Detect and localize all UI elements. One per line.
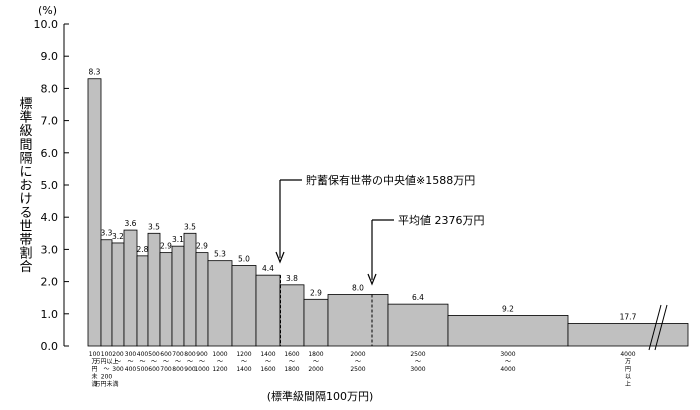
x-axis-title: (標準級間隔100万円): [267, 389, 374, 403]
x-tick-label: 300 〜 400: [125, 351, 137, 373]
y-unit: (%): [38, 4, 57, 17]
x-tick-label: 400 〜 500: [137, 351, 149, 373]
data-label: 3.6: [125, 219, 137, 228]
y-tick-label: 5.0: [41, 179, 59, 192]
x-tick-label: 900 〜 1000: [194, 351, 209, 373]
axis-break-mark: [654, 304, 668, 351]
data-label: 2.8: [137, 245, 149, 254]
y-tick-label: 0.0: [41, 340, 59, 353]
x-tick-label: 2000 〜 2500: [350, 351, 365, 373]
median-annotation: 貯蓄保有世帯の中央値※1588万円: [306, 173, 475, 187]
mean-annotation: 平均値 2376万円: [398, 214, 485, 227]
data-label: 8.3: [89, 68, 101, 77]
data-label: 6.4: [412, 293, 424, 302]
bar: [303, 298, 329, 347]
data-label: 3.1: [172, 235, 184, 244]
bar: [136, 255, 149, 347]
bar: [159, 252, 173, 347]
bar: [231, 265, 257, 347]
bar: [567, 323, 689, 347]
data-label: 5.3: [214, 250, 226, 259]
x-tick-label: 1000 〜 1200: [212, 351, 227, 373]
bar: [447, 315, 569, 347]
x-tick-label: 1200 〜 1400: [236, 351, 251, 373]
bar: [147, 232, 161, 347]
y-tick-label: 4.0: [41, 211, 59, 224]
x-tick-label: 500 〜 600: [148, 351, 160, 373]
y-tick-label: 6.0: [41, 147, 59, 160]
x-tick-label: 1800 〜 2000: [308, 351, 323, 373]
data-label: 8.0: [352, 283, 364, 292]
x-tick-label: 100 万円未満: [89, 351, 101, 388]
data-label: 2.9: [160, 242, 172, 251]
y-tick-label: 7.0: [41, 115, 59, 128]
axis-break-mark: [648, 304, 662, 351]
data-label: 5.0: [238, 255, 250, 264]
data-label: 3.5: [184, 222, 196, 231]
bar: [207, 260, 233, 347]
y-tick-label: 1.0: [41, 308, 59, 321]
data-label: 3.5: [148, 222, 160, 231]
x-tick-label: 2500 〜 3000: [410, 351, 425, 373]
bar: [183, 232, 197, 347]
bar: [327, 294, 389, 347]
data-label: 4.4: [262, 264, 274, 273]
data-label: 2.9: [310, 288, 322, 297]
bar: [387, 303, 449, 347]
bar: [171, 245, 185, 347]
x-tick-label: 1400 〜 1600: [260, 351, 275, 373]
y-tick-label: 3.0: [41, 243, 59, 256]
data-label: 17.7: [620, 312, 637, 321]
data-label: 3.2: [112, 232, 124, 241]
bar: [195, 252, 209, 347]
y-tick-label: 9.0: [41, 50, 59, 63]
data-label: 3.8: [286, 274, 298, 283]
bar: [255, 274, 281, 347]
y-axis: 0.0 1.0 2.0 3.0 4.0 5.0 6.0 7.0 8.0 9.0 10.0: [34, 18, 69, 353]
bar: [100, 239, 113, 347]
y-tick-label: 2.0: [41, 276, 59, 289]
x-tick-label: 100 万円以上〜 200 万円未満: [94, 351, 118, 388]
y-axis-title-text: 標準級間隔における世帯割合: [19, 97, 32, 275]
y-axis-title: 標準級間隔における世帯割合: [19, 97, 32, 275]
bar: [123, 229, 138, 347]
x-tick-label: 3000 〜 4000: [500, 351, 515, 373]
x-tick-label: 200 〜 300: [112, 351, 124, 373]
data-label: 3.3: [101, 229, 113, 238]
mean-arrowhead: [367, 273, 377, 286]
x-tick-label: 600 〜 700: [160, 351, 172, 373]
data-label: 2.9: [196, 242, 208, 251]
x-tick-label: 800 〜 900: [184, 351, 196, 373]
y-tick-label: 8.0: [41, 82, 59, 95]
bar: [87, 78, 102, 347]
x-tick-label: 1600 〜 1800: [284, 351, 299, 373]
x-tick-label: 4000 万円以上: [620, 351, 635, 388]
y-tick-label: 10.0: [34, 18, 59, 31]
median-arrowhead: [275, 251, 285, 264]
data-label: 9.2: [502, 304, 514, 313]
bar: [111, 242, 125, 347]
x-tick-label: 700 〜 800: [172, 351, 184, 373]
bars: 8.33.3 3.23.62.83.52.93.13.52.95.35.04.43…: [87, 68, 689, 351]
bar: [279, 284, 305, 347]
